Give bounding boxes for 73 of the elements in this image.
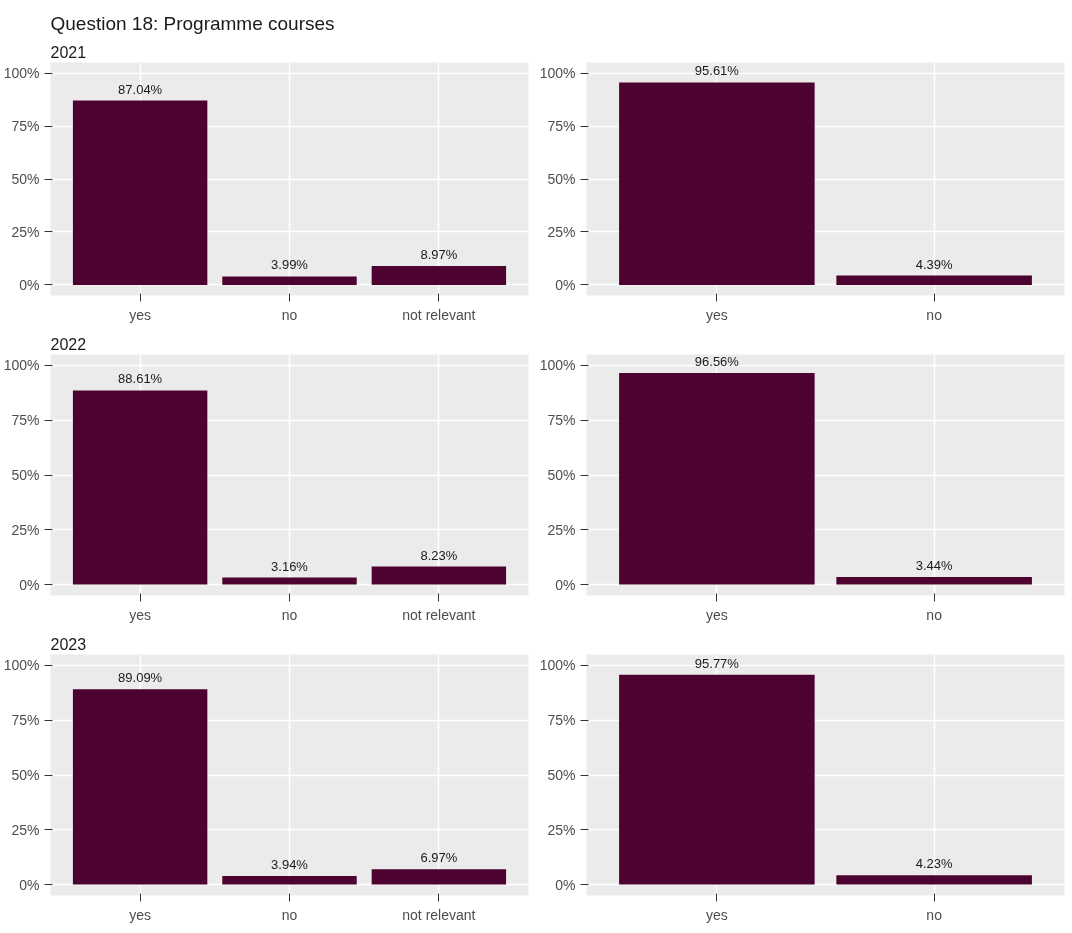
data-label: 3.99% — [271, 257, 309, 273]
bar — [222, 577, 357, 585]
x-tick-label: not relevant — [402, 606, 476, 623]
y-tick-label: 25% — [547, 821, 576, 838]
bar — [72, 689, 208, 885]
bar — [222, 875, 357, 885]
data-label: 89.09% — [118, 670, 163, 686]
x-tick-label: no — [926, 606, 943, 623]
bar — [371, 566, 507, 585]
y-tick-label: 0% — [19, 276, 40, 293]
y-tick-label: 100% — [539, 357, 576, 374]
data-label: 3.44% — [915, 558, 954, 574]
y-tick-label: 100% — [3, 65, 40, 82]
x-tick-label: no — [926, 306, 943, 323]
x-tick-label: not relevant — [402, 306, 476, 323]
bar — [371, 869, 507, 885]
data-label: 87.04% — [118, 81, 163, 97]
y-tick-label: 75% — [11, 118, 40, 135]
x-tick-label: yes — [705, 606, 728, 623]
y-tick-label: 75% — [547, 118, 576, 135]
data-label: 3.94% — [271, 856, 309, 872]
chart-subtitle: 2022 — [50, 335, 87, 353]
data-label: 96.56% — [694, 353, 740, 369]
data-label: 3.16% — [271, 558, 309, 574]
y-tick-label: 100% — [539, 657, 576, 674]
y-tick-label: 50% — [547, 467, 576, 483]
data-label: 95.61% — [694, 63, 740, 79]
y-tick-label: 50% — [11, 171, 40, 187]
data-label: 8.23% — [420, 547, 458, 563]
y-tick-label: 75% — [547, 712, 576, 729]
x-tick-label: yes — [129, 906, 152, 923]
chart-subtitle: 2021 — [50, 43, 87, 61]
y-tick-label: 0% — [19, 876, 40, 893]
y-tick-label: 25% — [547, 223, 576, 240]
bar — [222, 276, 357, 285]
data-label: 6.97% — [420, 850, 458, 866]
data-label: 8.97% — [420, 246, 458, 262]
y-tick-label: 25% — [11, 821, 40, 838]
y-tick-label: 50% — [11, 467, 40, 483]
bar — [72, 390, 208, 585]
bar — [72, 100, 208, 285]
y-tick-label: 50% — [11, 767, 40, 783]
x-tick-label: yes — [705, 906, 728, 923]
x-tick-label: not relevant — [402, 906, 476, 923]
x-tick-label: no — [926, 906, 943, 923]
y-tick-label: 0% — [19, 576, 40, 593]
x-tick-label: no — [281, 906, 298, 923]
y-tick-label: 75% — [11, 412, 40, 429]
x-tick-label: no — [281, 306, 298, 323]
y-tick-label: 0% — [555, 876, 576, 893]
y-tick-label: 0% — [555, 276, 576, 293]
x-tick-label: yes — [705, 306, 728, 323]
data-label: 4.23% — [915, 856, 954, 872]
y-tick-label: 75% — [11, 712, 40, 729]
chart-title: Question 18: Programme courses — [50, 12, 335, 34]
bar — [371, 265, 507, 285]
y-tick-label: 100% — [539, 65, 576, 82]
x-tick-label: yes — [129, 306, 152, 323]
data-label: 88.61% — [118, 371, 163, 387]
y-tick-label: 25% — [11, 521, 40, 538]
y-tick-label: 0% — [555, 576, 576, 593]
data-label: 4.39% — [915, 256, 954, 272]
y-tick-label: 25% — [11, 223, 40, 240]
x-tick-label: no — [281, 606, 298, 623]
x-tick-label: yes — [129, 606, 152, 623]
y-tick-label: 50% — [547, 767, 576, 783]
y-tick-label: 25% — [547, 521, 576, 538]
y-tick-label: 100% — [3, 657, 40, 674]
chart-subtitle: 2023 — [50, 635, 87, 653]
y-tick-label: 100% — [3, 357, 40, 374]
data-label: 95.77% — [694, 655, 740, 671]
y-tick-label: 75% — [547, 412, 576, 429]
y-tick-label: 50% — [547, 171, 576, 187]
